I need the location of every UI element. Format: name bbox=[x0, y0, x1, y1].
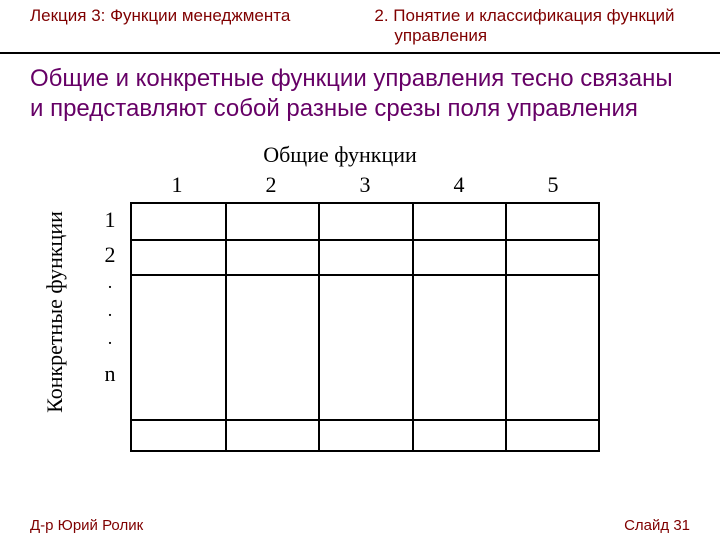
grid-hline bbox=[132, 239, 598, 241]
section-title: 2. Понятие и классификация функций управ… bbox=[374, 6, 720, 46]
main-statement: Общие и конкретные функции управления те… bbox=[0, 64, 720, 124]
author-name: Д-р Юрий Ролик bbox=[30, 517, 143, 534]
grid-hline bbox=[132, 419, 598, 421]
row-header: n bbox=[95, 356, 125, 391]
col-header: 4 bbox=[412, 172, 506, 198]
col-header: 2 bbox=[224, 172, 318, 198]
col-header: 1 bbox=[130, 172, 224, 198]
row-headers: 1 2 . . . n bbox=[95, 202, 125, 391]
slide-header: Лекция 3: Функции менеджмента 2. Понятие… bbox=[0, 0, 720, 50]
slide-number-value: 31 bbox=[673, 517, 690, 534]
grid-hline bbox=[132, 274, 598, 276]
vertical-axis-label: Конкретные функции bbox=[42, 211, 68, 413]
lecture-title: Лекция 3: Функции менеджмента bbox=[0, 6, 374, 46]
column-headers: 1 2 3 4 5 bbox=[130, 172, 600, 198]
row-header: 2 bbox=[95, 237, 125, 272]
horizontal-axis-label: Общие функции bbox=[263, 142, 417, 168]
grid-box bbox=[130, 202, 600, 452]
slide-footer: Д-р Юрий Ролик Слайд 31 bbox=[0, 517, 720, 534]
row-header: 1 bbox=[95, 202, 125, 237]
row-ellipsis: . bbox=[95, 300, 125, 328]
col-header: 3 bbox=[318, 172, 412, 198]
col-header: 5 bbox=[506, 172, 600, 198]
row-ellipsis: . bbox=[95, 328, 125, 356]
row-ellipsis: . bbox=[95, 272, 125, 300]
slide-number-prefix: Слайд bbox=[624, 517, 673, 534]
section-title-line2: управления bbox=[374, 26, 700, 46]
management-field-diagram: Общие функции Конкретные функции 1 2 3 4… bbox=[0, 142, 720, 472]
section-title-line1: 2. Понятие и классификация функций bbox=[374, 6, 700, 26]
slide-number: Слайд 31 bbox=[624, 517, 690, 534]
header-divider bbox=[0, 52, 720, 54]
